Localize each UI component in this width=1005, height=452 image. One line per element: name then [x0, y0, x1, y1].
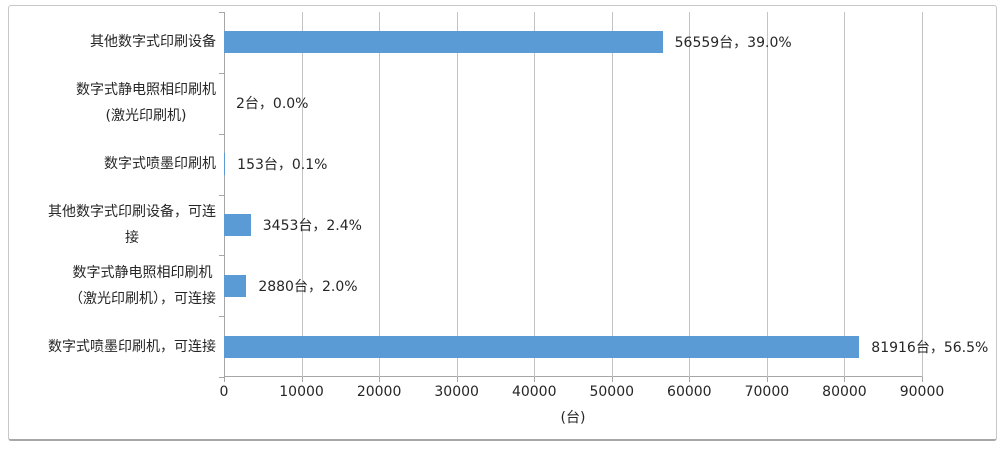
bar-value-label: 3453台，2.4%: [262, 217, 362, 234]
bar: [224, 213, 251, 236]
bar: [224, 274, 247, 297]
gridline: [379, 12, 381, 377]
x-axis-tick: [301, 377, 303, 382]
category-label: 数字式喷墨印刷机: [104, 156, 216, 173]
value-axis-line: [224, 376, 922, 377]
x-axis-tick-label: 10000: [279, 384, 324, 400]
x-axis-tick-label: 60000: [667, 384, 712, 400]
y-axis-tick: [219, 255, 224, 257]
x-axis-tick: [534, 377, 536, 382]
x-axis-tick: [766, 377, 768, 382]
x-axis-tick: [611, 377, 613, 382]
y-axis-tick: [219, 133, 224, 135]
plot-area: 56559台，39.0% 2台，0.0% 153台，0.1% 3453台，2.4% 28…: [219, 12, 988, 382]
x-axis-tick: [922, 377, 923, 382]
gridline: [844, 12, 846, 377]
y-axis-tick: [219, 316, 224, 318]
x-axis-tick-label: 50000: [589, 384, 635, 400]
x-axis-tick-label: 40000: [511, 384, 557, 400]
y-axis-tick: [219, 377, 224, 378]
bar-value-label: 81916台，56.5%: [871, 339, 989, 356]
category-label: 数字式静电照相印刷机 （激光印刷机），可连接: [69, 264, 216, 307]
y-axis-tick: [219, 12, 224, 13]
bar-value-label: 2台，0.0%: [236, 96, 309, 113]
category-label: 数字式喷墨印刷机，可连接: [48, 338, 216, 355]
bar-value-label: 153台，0.1%: [237, 157, 328, 174]
x-axis-tick: [844, 377, 846, 382]
chart-frame: [8, 5, 997, 441]
x-axis-tick-label: 90000: [899, 384, 945, 400]
bar-value-label: 56559台，39.0%: [674, 35, 792, 52]
x-axis-tick-label: 30000: [434, 384, 479, 400]
x-axis-tick-label: 80000: [822, 384, 867, 400]
x-axis-tick-label: 20000: [356, 384, 402, 400]
x-axis-tick: [456, 377, 458, 382]
category-axis-line: [224, 12, 225, 377]
bar: [224, 31, 663, 54]
y-axis-tick: [219, 72, 224, 74]
gridline: [534, 12, 536, 377]
x-axis-tick-label: 70000: [744, 384, 790, 400]
gridline: [456, 12, 458, 377]
gridline: [611, 12, 613, 377]
gridline: [301, 12, 303, 377]
category-label: 其他数字式印刷设备: [90, 34, 216, 51]
bar: [224, 335, 860, 358]
y-axis-tick: [219, 194, 224, 196]
category-label: 数字式静电照相印刷机 (激光印刷机): [76, 82, 216, 125]
x-axis-tick: [379, 377, 381, 382]
category-label: 其他数字式印刷设备，可连 接: [48, 203, 216, 246]
x-axis-tick: [689, 377, 691, 382]
gridline: [766, 12, 768, 377]
gridline: [922, 12, 923, 377]
x-axis-tick-label: 0: [219, 384, 229, 400]
gridline: [689, 12, 691, 377]
x-axis-title: (台): [560, 410, 586, 426]
bar-value-label: 2880台，2.0%: [258, 278, 358, 295]
bar: [224, 153, 226, 176]
x-axis-tick: [224, 377, 225, 382]
